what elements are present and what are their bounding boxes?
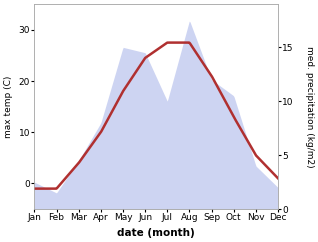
Y-axis label: max temp (C): max temp (C) [4,76,13,138]
Y-axis label: med. precipitation (kg/m2): med. precipitation (kg/m2) [305,46,314,167]
X-axis label: date (month): date (month) [117,228,195,238]
